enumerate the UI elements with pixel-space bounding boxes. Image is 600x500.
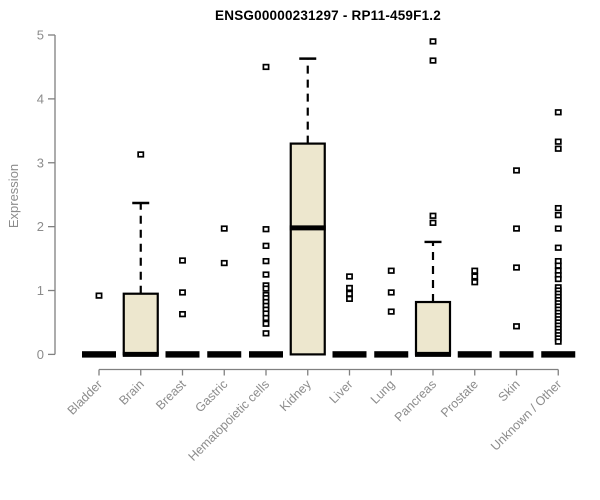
outlier-marker-unknown-other [554, 275, 562, 283]
y-tick-label: 0 [37, 347, 44, 362]
outlier-marker-hematopoietic-cells [262, 320, 270, 327]
x-tick-label: Breast [153, 377, 189, 413]
x-tick-label: Liver [327, 377, 356, 406]
outlier-marker-gastric [220, 259, 228, 267]
outlier-marker-prostate [471, 279, 479, 286]
boxplot-flat-bar-liver [332, 351, 367, 358]
outlier-marker-liver [346, 295, 353, 302]
outlier-marker-pancreas [429, 212, 437, 219]
boxplot-flat-bar-lung [374, 351, 409, 358]
x-tick-label: Pancreas [392, 377, 439, 424]
boxplot-flat-bar-bladder [82, 351, 116, 358]
boxplot-flat-bar-gastric [207, 351, 242, 358]
outlier-marker-bladder [95, 292, 103, 299]
outlier-marker-hematopoietic-cells [262, 242, 270, 249]
outlier-marker-hematopoietic-cells [262, 63, 270, 71]
outlier-marker-unknown-other [554, 262, 562, 269]
outlier-marker-unknown-other [554, 138, 562, 145]
outlier-marker-hematopoietic-cells [262, 285, 270, 292]
outlier-marker-skin [513, 167, 520, 174]
outlier-marker-pancreas [429, 219, 437, 226]
outlier-marker-hematopoietic-cells [262, 314, 270, 322]
x-tick-label: Brain [116, 377, 147, 408]
boxplot-box-kidney [289, 142, 326, 356]
y-tick-label: 1 [37, 283, 44, 298]
y-tick-label: 5 [37, 28, 44, 43]
outlier-marker-brain [137, 151, 145, 158]
outlier-marker-prostate [471, 273, 479, 280]
outlier-marker-pancreas [429, 57, 437, 64]
boxplot-flat-bar-unknown-other [541, 351, 576, 358]
outlier-marker-unknown-other [554, 225, 562, 232]
boxplot-box-brain [122, 292, 159, 356]
x-tick-label: Unknown / Other [488, 377, 564, 453]
outlier-marker-skin [513, 264, 520, 271]
outlier-marker-liver [346, 290, 353, 297]
outlier-marker-hematopoietic-cells [262, 330, 270, 337]
x-tick-label: Gastric [192, 377, 230, 415]
y-tick-label: 2 [37, 219, 44, 234]
x-tick-label: Kidney [277, 377, 314, 414]
outlier-marker-unknown-other [554, 244, 562, 251]
x-tick-label: Hematopoietic cells [186, 377, 273, 464]
outlier-marker-unknown-other [554, 109, 562, 116]
boxplot-flat-bar-prostate [457, 351, 492, 358]
outlier-marker-hematopoietic-cells [262, 271, 270, 278]
outlier-marker-pancreas [429, 38, 437, 45]
x-tick-label: Bladder [65, 377, 105, 417]
y-tick-label: 4 [37, 91, 44, 106]
outlier-marker-unknown-other [554, 145, 562, 152]
outlier-marker-skin [513, 323, 520, 330]
x-tick-label: Prostate [438, 377, 481, 420]
outlier-marker-unknown-other [554, 204, 562, 212]
outlier-marker-prostate [471, 267, 479, 274]
boxplot-flat-bar-breast [165, 351, 200, 358]
boxplot-flat-bar-skin [499, 351, 534, 358]
outlier-marker-unknown-other [554, 338, 562, 345]
outlier-marker-breast [179, 311, 186, 318]
outlier-marker-lung [387, 308, 395, 315]
boxplot-flat-bar-hematopoietic-cells [249, 351, 283, 358]
outlier-marker-liver [346, 273, 353, 280]
outlier-marker-breast [179, 289, 186, 296]
outlier-marker-skin [513, 225, 520, 232]
outlier-marker-hematopoietic-cells [262, 226, 270, 233]
outlier-marker-liver [346, 284, 353, 292]
x-tick-label: Skin [496, 377, 523, 404]
outlier-marker-unknown-other [554, 211, 562, 219]
outlier-marker-breast [179, 257, 186, 264]
outlier-marker-hematopoietic-cells [262, 257, 270, 265]
chart-title: ENSG00000231297 - RP11-459F1.2 [215, 8, 441, 23]
boxplot-box-pancreas [414, 300, 452, 356]
outlier-marker-lung [387, 289, 395, 296]
y-tick-label: 3 [37, 155, 44, 170]
outlier-marker-lung [387, 267, 395, 274]
outlier-marker-gastric [220, 225, 228, 232]
x-tick-label: Lung [368, 377, 398, 407]
